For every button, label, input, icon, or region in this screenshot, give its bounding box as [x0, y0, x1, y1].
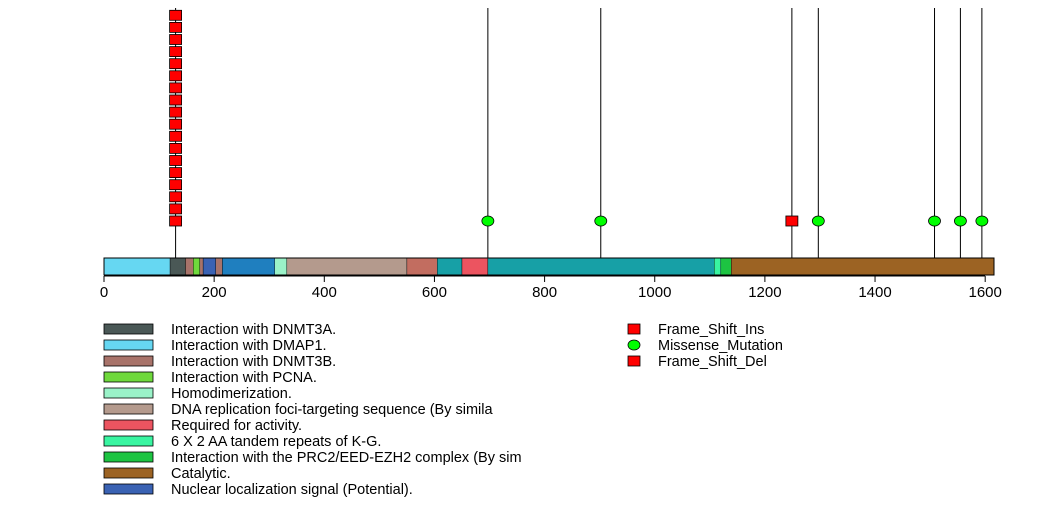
- mutation-marker-square: [169, 70, 182, 82]
- legend-label: Nuclear localization signal (Potential).: [171, 482, 413, 498]
- mutation-marker-square: [785, 215, 799, 227]
- domain-segment: [215, 257, 223, 276]
- legend-label: Interaction with DNMT3B.: [171, 354, 336, 370]
- mutation-marker-square: [169, 46, 182, 57]
- legend-marker-square: [627, 323, 641, 335]
- legend-label: Catalytic.: [171, 466, 231, 482]
- mutation-marker-circle: [954, 215, 967, 227]
- mutation-marker-circle: [811, 215, 825, 227]
- mutation-marker-square: [169, 106, 182, 118]
- legend-label: Homodimerization.: [171, 386, 292, 402]
- mutation-marker-square: [169, 94, 182, 106]
- mutation-marker-square: [169, 58, 182, 70]
- legend-swatch: [103, 467, 154, 479]
- mutation-marker-square: [169, 167, 182, 179]
- domain-segment: [185, 257, 194, 276]
- domain-segment: [169, 257, 186, 276]
- domain-segment: [720, 257, 732, 276]
- legend-swatch: [103, 371, 154, 383]
- legend-swatch: [103, 339, 154, 351]
- x-axis: 0 200 400 600 800 1000 1200 1400 1600: [100, 275, 1002, 301]
- mutation-marker-square: [169, 34, 182, 45]
- x-tick-label: 1200: [748, 284, 781, 301]
- legend-swatch: [103, 387, 154, 399]
- mutation-marker-square: [169, 203, 182, 215]
- domain-segment: [103, 257, 171, 276]
- legend-swatch: [103, 403, 154, 415]
- domain-segment: [714, 257, 722, 276]
- protein-backbone: [103, 257, 995, 276]
- legend-label: Interaction with DNMT3A.: [171, 322, 336, 338]
- legend-swatch: [103, 419, 154, 431]
- legend-swatch: [103, 435, 154, 447]
- mutation-markers: [169, 9, 989, 227]
- x-tick-label: 600: [422, 284, 447, 301]
- mutation-stems: [175, 8, 983, 258]
- mutation-marker-circle: [928, 215, 941, 227]
- x-tick-label: 400: [312, 284, 337, 301]
- legend-swatch: [103, 355, 154, 367]
- mutation-marker-square: [169, 179, 182, 191]
- domain-segment: [731, 257, 995, 276]
- mutation-marker-circle: [481, 215, 495, 227]
- protein-outline: [103, 257, 995, 276]
- x-tick-label: 200: [202, 284, 227, 301]
- mutation-marker-circle: [975, 215, 989, 227]
- legend-label: Missense_Mutation: [658, 338, 783, 354]
- mutation-marker-square: [169, 215, 182, 227]
- mutation-marker-square: [169, 9, 182, 21]
- legend-label: Interaction with PCNA.: [171, 370, 317, 386]
- legend-swatch: [103, 483, 154, 495]
- domain-segment: [487, 257, 715, 276]
- mutation-marker-square: [169, 191, 182, 203]
- mutation-marker-circle: [594, 215, 608, 227]
- x-tick-label: 0: [100, 284, 108, 301]
- legend-label: 6 X 2 AA tandem repeats of K-G.: [171, 434, 381, 450]
- legend-marker-circle: [627, 339, 641, 351]
- mutation-marker-square: [169, 82, 182, 94]
- domain-segment: [436, 257, 463, 276]
- legend-label: Frame_Shift_Ins: [658, 322, 764, 338]
- domain-segment: [222, 257, 275, 276]
- legend-label: Interaction with the PRC2/EED-EZH2 compl…: [171, 450, 522, 466]
- domain-segment: [286, 257, 408, 276]
- legend-label: Required for activity.: [171, 418, 302, 434]
- legend-label: DNA replication foci-targeting sequence …: [171, 402, 493, 418]
- domain-segment: [199, 257, 204, 276]
- x-tick-label: 1600: [969, 284, 1002, 301]
- domain-segment: [406, 257, 438, 276]
- mutation-marker-square: [169, 130, 182, 142]
- domain-segment: [274, 257, 288, 276]
- legend-swatch: [103, 323, 154, 335]
- domain-segment: [461, 257, 489, 276]
- mutation-marker-square: [169, 118, 182, 130]
- mutation-marker-square: [169, 155, 182, 166]
- legend-swatch: [103, 451, 154, 463]
- x-tick-label: 1000: [638, 284, 671, 301]
- domain-segment: [202, 257, 217, 276]
- x-tick-label: 1400: [858, 284, 891, 301]
- domain-legend: Interaction with DNMT3A.Interaction with…: [103, 322, 522, 498]
- mutation-marker-square: [169, 21, 182, 33]
- legend-label: Interaction with DMAP1.: [171, 338, 327, 354]
- legend-marker-square: [627, 355, 641, 367]
- legend-label: Frame_Shift_Del: [658, 354, 767, 370]
- mutation-marker-square: [169, 142, 182, 154]
- domain-segment: [193, 257, 201, 276]
- mutation-legend: Frame_Shift_InsMissense_MutationFrame_Sh…: [627, 322, 783, 370]
- x-tick-label: 800: [532, 284, 557, 301]
